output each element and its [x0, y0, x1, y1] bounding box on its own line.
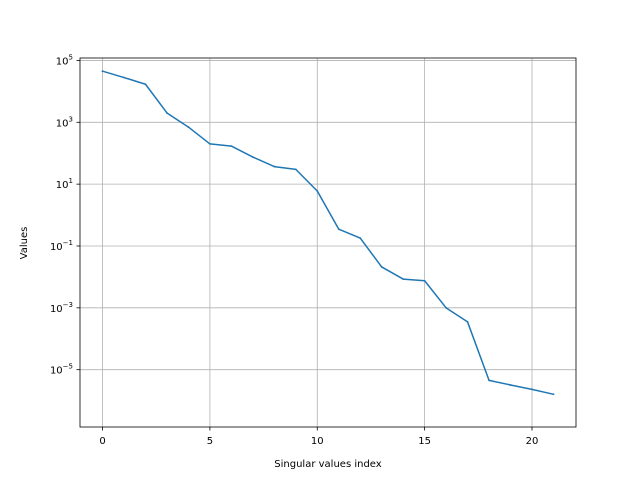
- data-point: [101, 70, 104, 73]
- data-point: [380, 266, 383, 268]
- y-tick-base: 10: [50, 242, 63, 253]
- data-point: [531, 388, 533, 391]
- x-ticks: 0 5 10 15 20: [99, 427, 538, 447]
- y-tick-base: 10: [56, 56, 69, 67]
- y-tick-exponent: −5: [63, 363, 73, 371]
- y-tick-base: 10: [50, 366, 63, 377]
- y-tick-label: 103: [56, 115, 73, 129]
- data-point: [359, 237, 362, 239]
- data-point: [423, 279, 426, 282]
- data-point: [402, 278, 405, 280]
- plot-background: [80, 58, 576, 427]
- data-point: [466, 321, 469, 323]
- y-axis-label: Values: [19, 227, 30, 260]
- y-tick-label: 101: [56, 177, 73, 191]
- data-point: [166, 112, 168, 114]
- y-tick-base: 10: [56, 118, 69, 129]
- y-tick-label: 105: [56, 53, 73, 67]
- data-point: [187, 126, 190, 128]
- x-tick-label: 0: [99, 436, 105, 447]
- data-point: [337, 228, 340, 231]
- y-tick-base: 10: [56, 180, 69, 191]
- y-tick-exponent: −1: [63, 239, 73, 247]
- y-tick-label: 10−3: [50, 301, 73, 315]
- data-point: [316, 190, 319, 192]
- data-point: [445, 306, 447, 309]
- y-tick-exponent: 3: [69, 115, 73, 123]
- data-point: [251, 156, 254, 158]
- x-tick-label: 15: [418, 436, 431, 447]
- data-point: [509, 384, 512, 386]
- x-tick-label: 10: [311, 436, 324, 447]
- y-tick-exponent: 1: [69, 177, 73, 185]
- grid: [80, 58, 576, 427]
- y-tick-label: 10−5: [50, 363, 73, 377]
- x-tick-label: 20: [526, 436, 539, 447]
- y-tick-exponent: −3: [63, 301, 73, 309]
- data-point: [209, 143, 211, 145]
- data-point: [294, 168, 297, 171]
- data-point: [273, 165, 276, 168]
- data-point: [123, 76, 125, 79]
- data-point: [488, 379, 490, 382]
- data-point: [552, 393, 555, 396]
- x-axis-label: Singular values index: [274, 459, 381, 470]
- plot-frame: [79, 57, 577, 428]
- y-tick-base: 10: [50, 304, 63, 315]
- data-point: [230, 145, 233, 147]
- series-line: [101, 70, 555, 396]
- x-tick-label: 5: [207, 436, 213, 447]
- y-tick-exponent: 5: [69, 53, 73, 61]
- data-point: [144, 83, 147, 86]
- series-layer: [101, 70, 555, 396]
- y-tick-label: 10−1: [50, 239, 73, 253]
